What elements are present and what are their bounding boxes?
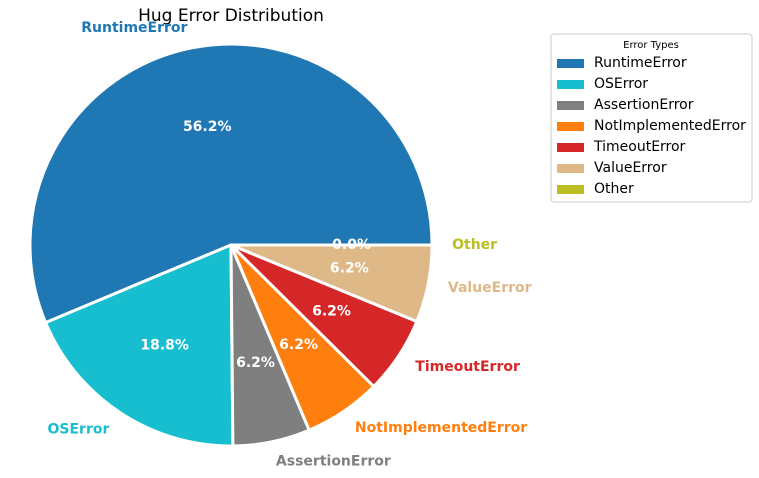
pct-label-not-implemented-error: 6.2% — [279, 337, 318, 353]
legend-swatch-runtime-error — [557, 59, 584, 68]
legend-label-timeout-error: TimeoutError — [593, 139, 686, 155]
legend: Error Types RuntimeError OSError Assertion… — [550, 33, 753, 203]
pie-slice-oserror — [44, 243, 235, 448]
outer-label-assertion-error: AssertionError — [276, 453, 391, 469]
legend-swatch-not-implemented-error — [557, 122, 584, 131]
pct-label-timeout-error: 6.2% — [312, 304, 351, 320]
legend-label-assertion-error: AssertionError — [594, 97, 694, 113]
legend-swatch-value-error — [557, 164, 584, 173]
legend-swatch-timeout-error — [557, 143, 584, 152]
legend-swatch-other — [557, 185, 584, 194]
legend-label-runtime-error: RuntimeError — [594, 55, 687, 71]
pct-label-other: 0.0% — [332, 237, 371, 253]
legend-label-value-error: ValueError — [594, 160, 667, 176]
pct-label-value-error: 6.2% — [330, 260, 369, 276]
outer-label-oserror: OSError — [48, 422, 110, 438]
legend-swatch-assertion-error — [557, 101, 584, 110]
pct-label-runtime-error: 56.2% — [183, 119, 232, 135]
legend-title: Error Types — [623, 40, 679, 51]
pie-slice-runtime-error — [28, 42, 434, 325]
outer-label-value-error: ValueError — [448, 280, 532, 296]
pct-label-oserror: 18.8% — [140, 338, 189, 354]
chart-title: Hug Error Distribution — [138, 6, 324, 26]
outer-label-timeout-error: TimeoutError — [415, 359, 520, 375]
pie-slice-value-error — [229, 243, 434, 323]
outer-label-not-implemented-error: NotImplementedError — [355, 420, 527, 436]
pct-label-assertion-error: 6.2% — [236, 355, 275, 371]
outer-label-runtime-error: RuntimeError — [81, 20, 187, 36]
legend-swatch-oserror — [557, 80, 584, 89]
legend-label-other: Other — [594, 181, 634, 197]
legend-label-oserror: OSError — [594, 76, 648, 92]
legend-frame — [550, 33, 753, 203]
outer-label-other: Other — [452, 237, 497, 253]
legend-label-not-implemented-error: NotImplementedError — [594, 118, 746, 134]
